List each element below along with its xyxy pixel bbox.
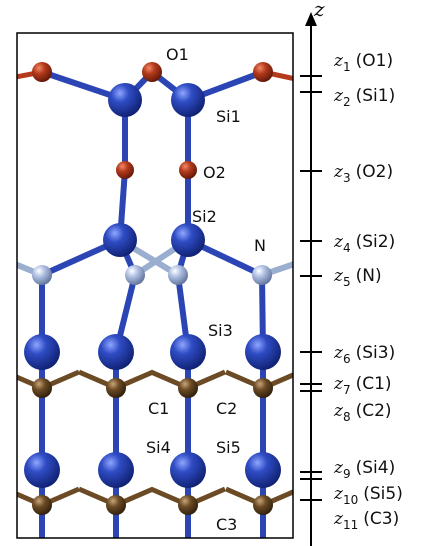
atom-label: C1: [148, 399, 169, 418]
silicon-atom: [245, 452, 281, 488]
level-subscript: 9: [343, 467, 351, 481]
level-label: z10(Si5): [333, 484, 403, 507]
silicon-atom: [171, 83, 205, 117]
carbon-atom: [106, 495, 126, 515]
atom-label: O1: [166, 45, 189, 64]
atom-label: O2: [203, 163, 226, 182]
level-label: z3(O2): [333, 162, 393, 185]
level-subscript: 10: [343, 493, 358, 507]
level-species: (C1): [356, 374, 392, 394]
atom-label: C2: [216, 399, 237, 418]
atom-label: Si3: [208, 321, 233, 340]
level-label: z2(Si1): [333, 86, 395, 109]
oxygen-atom: [253, 62, 273, 82]
atom-label: N: [254, 236, 266, 255]
oxygen-atom: [179, 161, 197, 179]
level-species: (Si1): [356, 86, 396, 106]
carbon-atom: [253, 495, 273, 515]
level-label: z5(N): [333, 266, 382, 289]
level-label: z11(C3): [333, 509, 399, 532]
silicon-atom: [103, 223, 137, 257]
figure: z O1Si1O2Si2NSi3C1C2Si4Si5C3z1(O1)z2(Si1…: [0, 0, 428, 546]
atom-label: C3: [216, 515, 237, 534]
level-label: z7(C1): [333, 374, 392, 397]
z-axis-label: z: [313, 0, 325, 21]
level-species: (C3): [363, 509, 399, 529]
atom-label: Si5: [216, 438, 241, 457]
level-subscript: 6: [343, 352, 351, 366]
oxygen-atom: [142, 62, 162, 82]
level-subscript: 1: [343, 60, 351, 74]
level-label: z8(C2): [333, 401, 392, 424]
silicon-atom: [98, 452, 134, 488]
silicon-atom: [24, 334, 60, 370]
nitrogen-atom: [32, 265, 52, 285]
level-species: (Si4): [356, 458, 396, 478]
silicon-atom: [24, 452, 60, 488]
level-species: (Si3): [356, 343, 396, 363]
silicon-atom: [171, 223, 205, 257]
level-species: (O1): [356, 51, 393, 71]
level-subscript: 8: [343, 410, 351, 424]
nitrogen-atom: [252, 265, 272, 285]
level-subscript: 5: [343, 275, 351, 289]
level-species: (N): [356, 266, 382, 286]
oxygen-atom: [116, 161, 134, 179]
level-label: z9(Si4): [333, 458, 395, 481]
silicon-atom: [108, 83, 142, 117]
level-species: (Si2): [356, 232, 396, 252]
silicon-atom: [170, 334, 206, 370]
level-species: (O2): [356, 162, 393, 182]
level-subscript: 3: [343, 171, 351, 185]
level-label: z4(Si2): [333, 232, 395, 255]
level-subscript: 4: [343, 241, 351, 255]
silicon-atom: [98, 334, 134, 370]
level-subscript: 2: [343, 95, 351, 109]
oxygen-atom: [32, 62, 52, 82]
atom-label: Si2: [192, 207, 217, 226]
level-subscript: 11: [343, 518, 358, 532]
carbon-atom: [106, 378, 126, 398]
level-label: z1(O1): [333, 51, 393, 74]
nitrogen-atom: [125, 265, 145, 285]
structure: [0, 62, 300, 540]
atom-label: Si1: [216, 107, 241, 126]
carbon-atom: [178, 378, 198, 398]
level-species: (C2): [356, 401, 392, 421]
level-subscript: 7: [343, 383, 351, 397]
level-label: z6(Si3): [333, 343, 395, 366]
silicon-atom: [170, 452, 206, 488]
carbon-atom: [253, 378, 273, 398]
nitrogen-atom: [168, 265, 188, 285]
silicon-atom: [245, 334, 281, 370]
carbon-atom: [32, 495, 52, 515]
atom-label: Si4: [146, 438, 171, 457]
carbon-atom: [32, 378, 52, 398]
level-species: (Si5): [363, 484, 403, 504]
carbon-atom: [178, 495, 198, 515]
